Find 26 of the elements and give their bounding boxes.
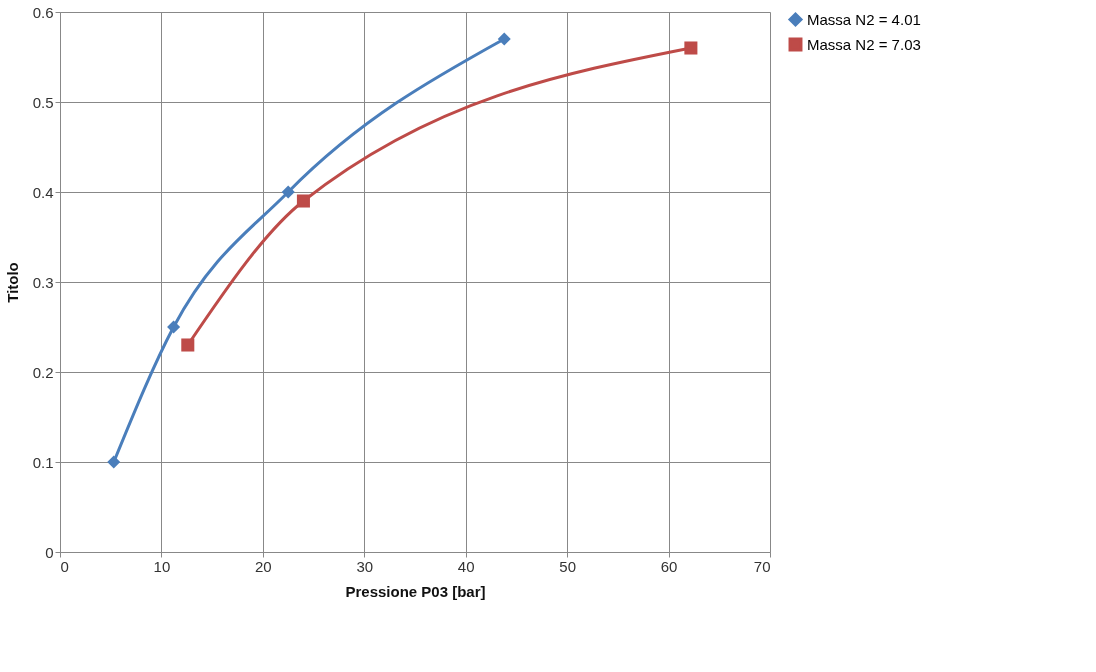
y-axis-title: Titolo bbox=[3, 262, 21, 303]
point bbox=[167, 320, 181, 334]
x-tick-label: 40 bbox=[457, 557, 475, 575]
x-tick-label: 10 bbox=[153, 557, 171, 575]
y-tick-label: 0.3 bbox=[32, 273, 54, 291]
point bbox=[107, 455, 121, 469]
y-tick-label: 0.2 bbox=[32, 363, 54, 381]
x-tick-label: 0 bbox=[60, 557, 69, 575]
y-tick-label: 0.4 bbox=[32, 183, 54, 201]
x-tick-label: 50 bbox=[559, 557, 576, 575]
x-tick-label: 60 bbox=[660, 557, 678, 575]
legend-label: Massa N2 = 7.03 bbox=[807, 35, 921, 53]
y-tick-label: 0 bbox=[45, 543, 54, 561]
x-tick-label: 20 bbox=[255, 557, 272, 575]
legend-label: Massa N2 = 4.01 bbox=[807, 10, 921, 28]
point bbox=[684, 41, 698, 55]
point bbox=[281, 185, 295, 199]
point bbox=[497, 32, 511, 46]
x-tick-label: 70 bbox=[753, 557, 771, 575]
x-axis-title: Pressione P03 [bar] bbox=[345, 582, 486, 600]
x-tick-label: 30 bbox=[356, 557, 374, 575]
point bbox=[296, 194, 310, 208]
y-tick-label: 0.1 bbox=[32, 453, 54, 471]
y-tick-label: 0.6 bbox=[32, 3, 54, 21]
point bbox=[181, 338, 195, 352]
y-tick-label: 0.5 bbox=[32, 93, 54, 111]
